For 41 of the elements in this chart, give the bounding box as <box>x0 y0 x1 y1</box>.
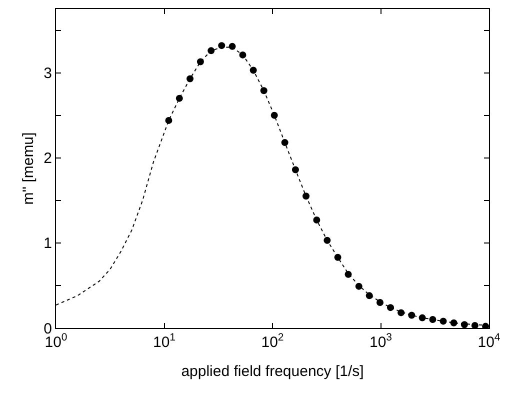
point <box>366 292 373 300</box>
point <box>418 314 426 322</box>
x-tick-label: 10$^{3}$ <box>369 332 392 351</box>
y-tick-label: 2 <box>44 150 52 168</box>
point <box>460 321 468 328</box>
point <box>471 322 478 328</box>
point <box>250 66 257 74</box>
point <box>260 87 268 94</box>
point <box>355 282 362 290</box>
point <box>270 112 278 119</box>
y-tick-label: 3 <box>44 65 52 82</box>
point <box>196 58 204 66</box>
point <box>165 116 172 124</box>
point <box>208 47 215 54</box>
point <box>376 298 384 306</box>
point <box>386 304 394 312</box>
point <box>313 216 320 224</box>
x-axis-title: applied field frequency [1/s] <box>181 363 364 380</box>
point <box>239 51 246 58</box>
point <box>292 166 299 174</box>
point <box>398 309 405 316</box>
x-tick-label: 10$^{1}$ <box>152 332 176 351</box>
point <box>440 318 447 325</box>
point <box>450 319 458 326</box>
point <box>429 316 436 323</box>
point <box>334 254 342 261</box>
point <box>482 322 489 328</box>
point <box>228 42 236 50</box>
point <box>302 192 310 200</box>
point <box>408 312 416 319</box>
point <box>344 270 352 278</box>
point <box>176 94 183 102</box>
point <box>218 42 226 50</box>
x-tick-label: 10$^{2}$ <box>261 332 284 351</box>
x-tick-label: 10$^{4}$ <box>478 332 500 351</box>
point <box>324 236 331 244</box>
y-tick-label: 0 <box>44 320 52 338</box>
y-tick-label: 1 <box>44 235 52 252</box>
point <box>281 139 288 146</box>
y-axis-title: m'' [memu] <box>20 132 37 205</box>
point <box>186 75 194 82</box>
